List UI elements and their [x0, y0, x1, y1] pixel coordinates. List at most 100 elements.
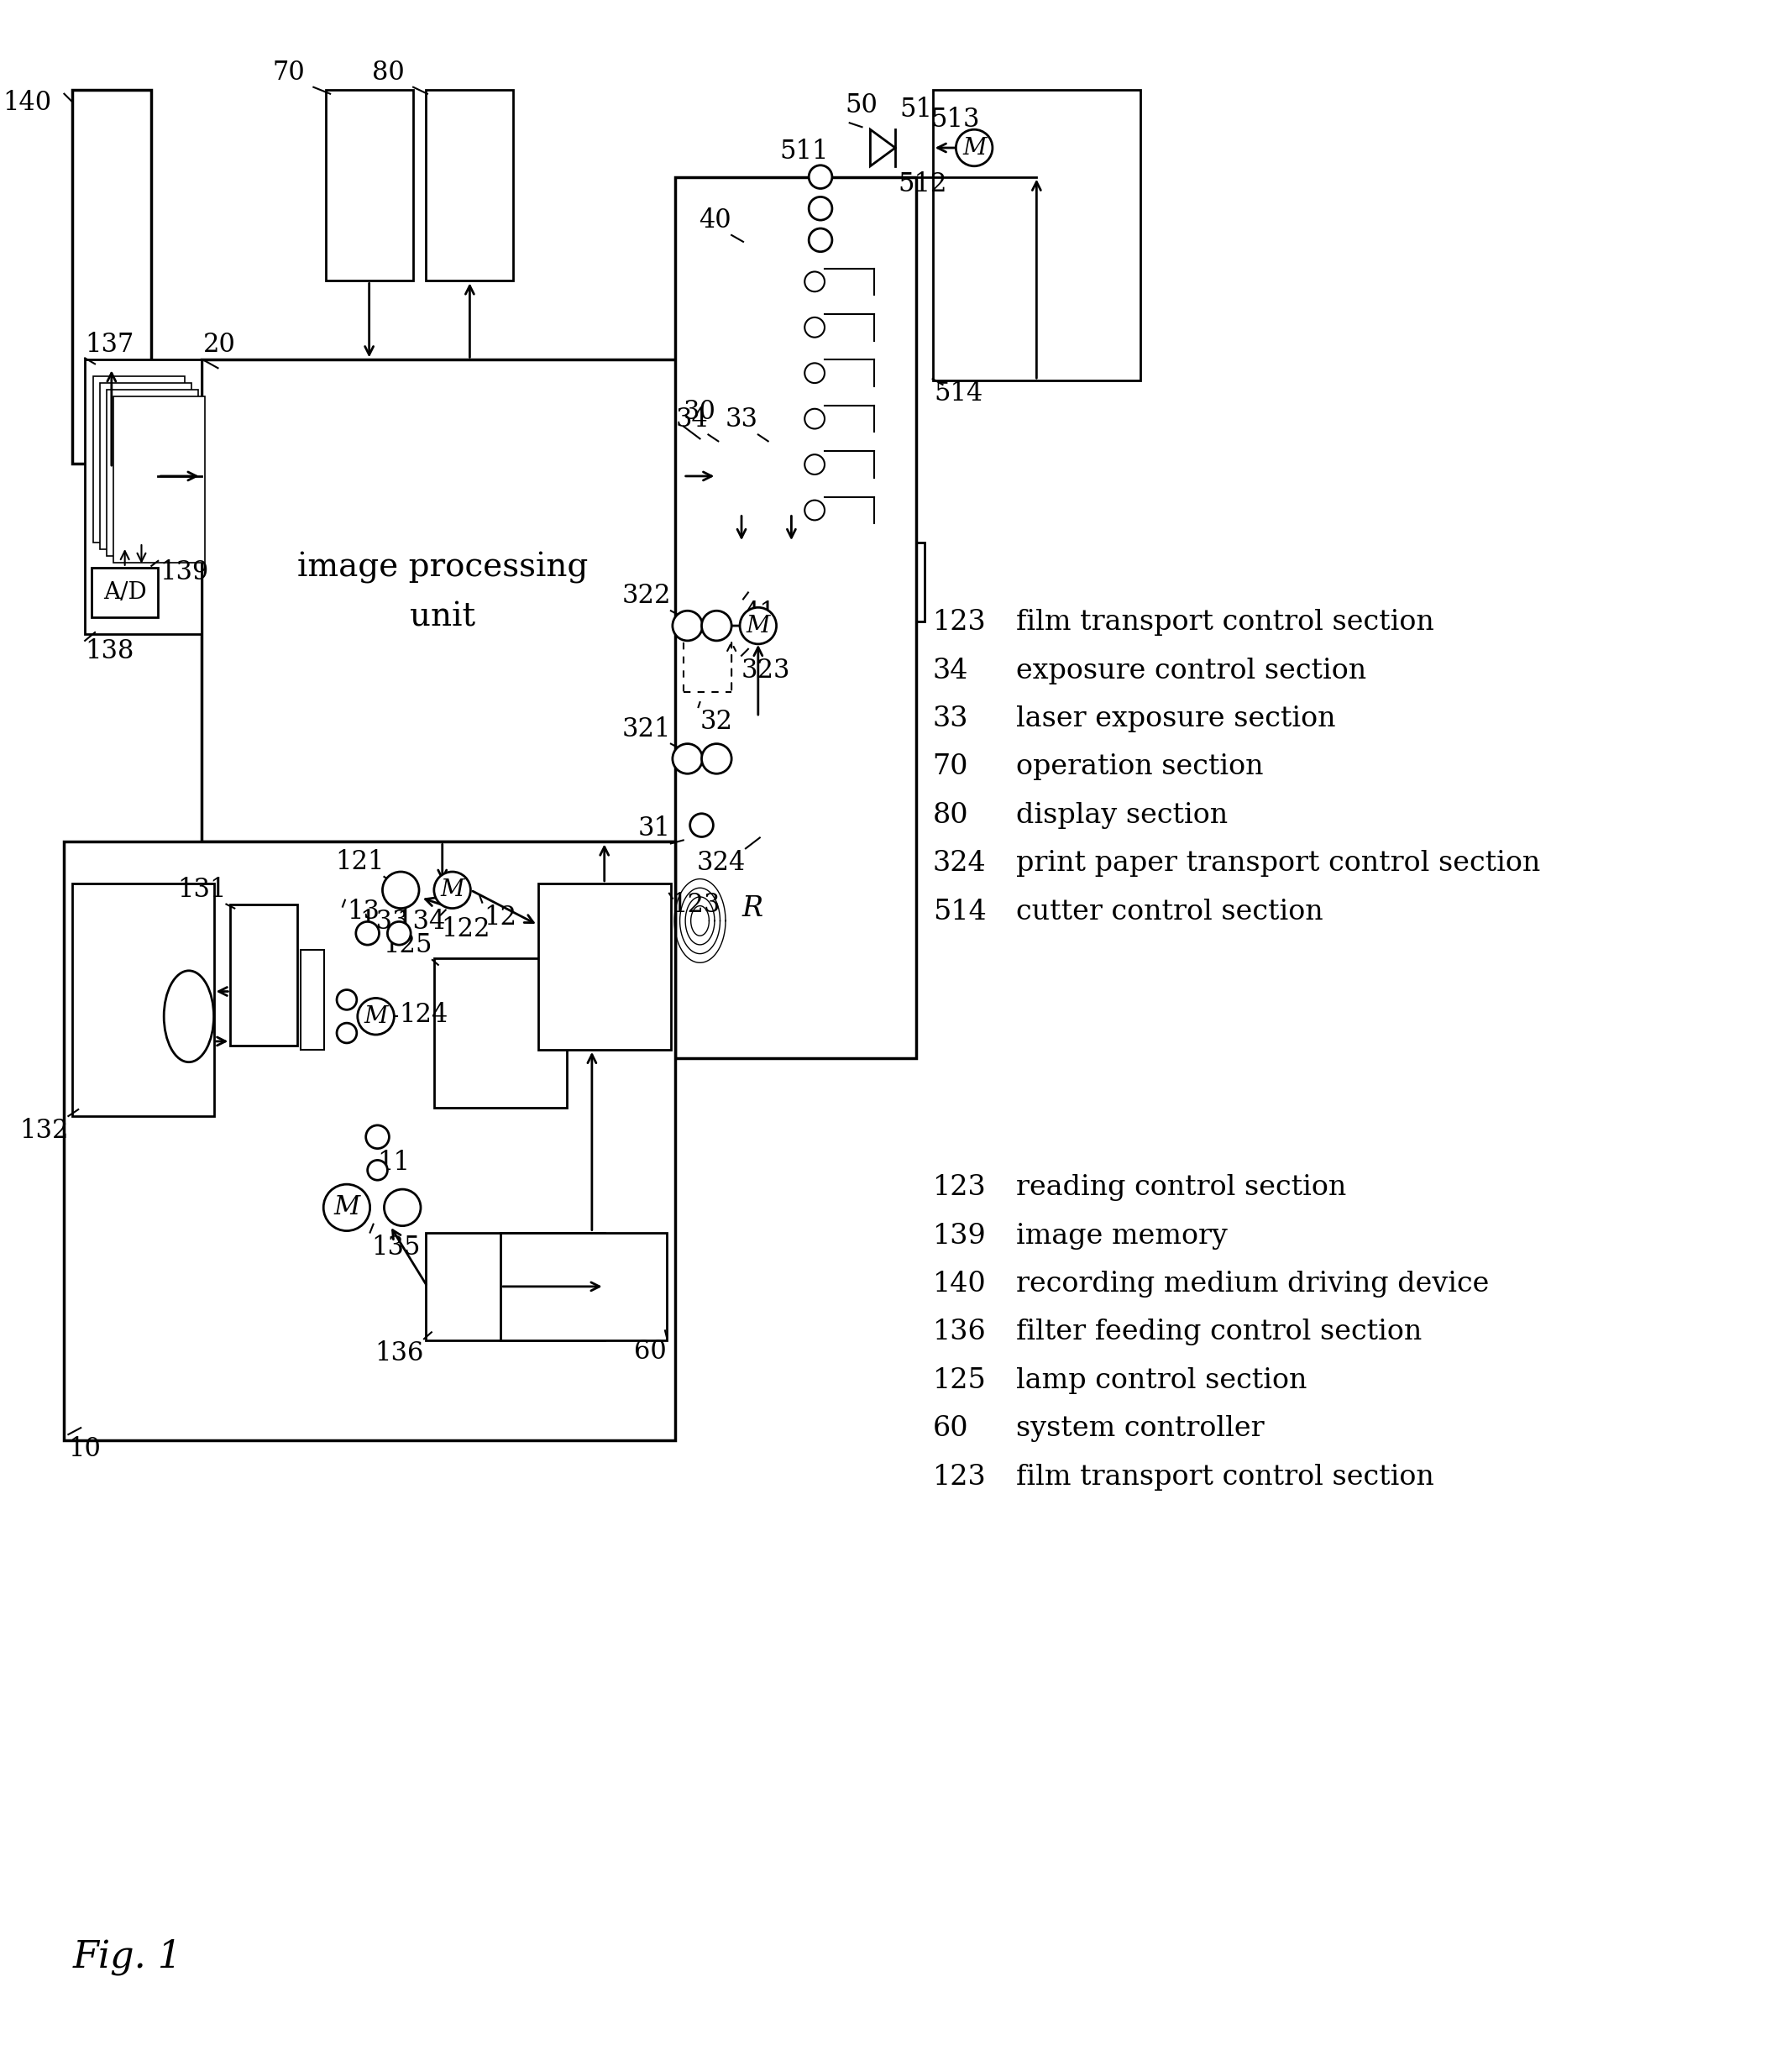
Circle shape: [702, 611, 731, 640]
Circle shape: [955, 130, 993, 166]
Text: Fig. 1: Fig. 1: [72, 1938, 181, 1976]
Bar: [767, 435, 874, 514]
Text: 514: 514: [932, 899, 986, 926]
Text: 40: 40: [699, 207, 731, 234]
Text: unit: unit: [410, 603, 475, 634]
Text: operation section: operation section: [1016, 754, 1263, 781]
Circle shape: [358, 998, 394, 1036]
Text: 60: 60: [932, 1414, 968, 1441]
Bar: [538, 884, 670, 1050]
Text: M: M: [962, 137, 986, 159]
Circle shape: [672, 743, 702, 775]
Text: R: R: [742, 895, 763, 922]
Bar: [426, 89, 513, 282]
Text: 41: 41: [744, 601, 776, 628]
Text: M: M: [333, 1195, 360, 1220]
Bar: [758, 675, 900, 841]
Text: 80: 80: [373, 60, 405, 85]
Circle shape: [366, 1125, 389, 1149]
Circle shape: [805, 362, 824, 383]
Text: 139: 139: [932, 1222, 986, 1249]
Text: 514: 514: [934, 381, 984, 406]
Text: 138: 138: [84, 638, 134, 665]
Circle shape: [383, 1189, 421, 1226]
Text: 10: 10: [68, 1435, 100, 1462]
Text: lamp control section: lamp control section: [1016, 1367, 1306, 1394]
Text: 20: 20: [202, 331, 235, 358]
Text: 32: 32: [701, 708, 733, 735]
Circle shape: [690, 814, 713, 837]
Bar: [326, 89, 414, 282]
Text: 34: 34: [932, 657, 968, 683]
Text: 323: 323: [742, 657, 790, 683]
Circle shape: [337, 1023, 357, 1044]
Bar: [106, 389, 197, 555]
Text: system controller: system controller: [1016, 1414, 1263, 1441]
Text: 121: 121: [335, 849, 383, 876]
Circle shape: [808, 197, 831, 220]
Text: 123: 123: [932, 1174, 986, 1201]
Bar: [301, 951, 324, 1050]
Text: 34: 34: [676, 406, 708, 433]
Text: 324: 324: [697, 851, 745, 876]
Text: A/D: A/D: [104, 582, 147, 605]
Text: 125: 125: [932, 1367, 986, 1394]
Text: 31: 31: [638, 816, 670, 841]
Text: 131: 131: [177, 876, 226, 903]
Text: 70: 70: [272, 60, 305, 85]
Text: 140: 140: [4, 89, 52, 116]
Text: 133: 133: [358, 909, 409, 934]
Text: image memory: image memory: [1016, 1222, 1228, 1249]
Bar: [113, 396, 204, 563]
Text: 135: 135: [371, 1234, 421, 1259]
Circle shape: [672, 611, 702, 640]
Bar: [201, 360, 683, 841]
Text: 324: 324: [932, 851, 986, 876]
Text: 511: 511: [780, 139, 828, 166]
Text: 80: 80: [932, 801, 968, 828]
Circle shape: [805, 271, 824, 292]
Text: display section: display section: [1016, 801, 1228, 828]
Text: 321: 321: [622, 717, 670, 741]
Circle shape: [805, 317, 824, 338]
Text: recording medium driving device: recording medium driving device: [1016, 1272, 1489, 1299]
Text: 124: 124: [400, 1002, 448, 1027]
Bar: [65, 841, 676, 1439]
Circle shape: [805, 454, 824, 474]
Text: exposure control section: exposure control section: [1016, 657, 1366, 683]
Text: M: M: [745, 615, 771, 638]
Text: 123: 123: [670, 893, 720, 917]
Bar: [91, 567, 158, 617]
Text: 136: 136: [932, 1319, 986, 1346]
Circle shape: [324, 1185, 369, 1230]
Circle shape: [387, 922, 410, 944]
Bar: [717, 435, 824, 514]
Text: 70: 70: [932, 754, 968, 781]
Bar: [676, 176, 916, 1058]
Text: 322: 322: [622, 584, 670, 609]
Bar: [500, 1232, 667, 1340]
Bar: [426, 1232, 604, 1340]
Circle shape: [808, 228, 831, 253]
Circle shape: [805, 408, 824, 429]
Text: 33: 33: [726, 406, 758, 433]
Text: M: M: [441, 878, 464, 901]
Text: 137: 137: [84, 331, 134, 358]
Text: print paper transport control section: print paper transport control section: [1016, 851, 1539, 876]
Text: 13: 13: [346, 899, 380, 924]
Text: 30: 30: [683, 398, 717, 425]
Circle shape: [740, 607, 776, 644]
Text: image processing: image processing: [297, 551, 588, 584]
Bar: [231, 905, 297, 1046]
Circle shape: [808, 166, 831, 188]
Circle shape: [805, 501, 824, 520]
Bar: [434, 959, 566, 1108]
Bar: [84, 360, 201, 634]
Text: 51: 51: [900, 97, 932, 122]
Text: 11: 11: [378, 1149, 410, 1176]
Text: 123: 123: [932, 609, 986, 636]
Bar: [100, 383, 192, 549]
Text: filter feeding control section: filter feeding control section: [1016, 1319, 1421, 1346]
Circle shape: [357, 922, 380, 944]
Circle shape: [367, 1160, 387, 1180]
